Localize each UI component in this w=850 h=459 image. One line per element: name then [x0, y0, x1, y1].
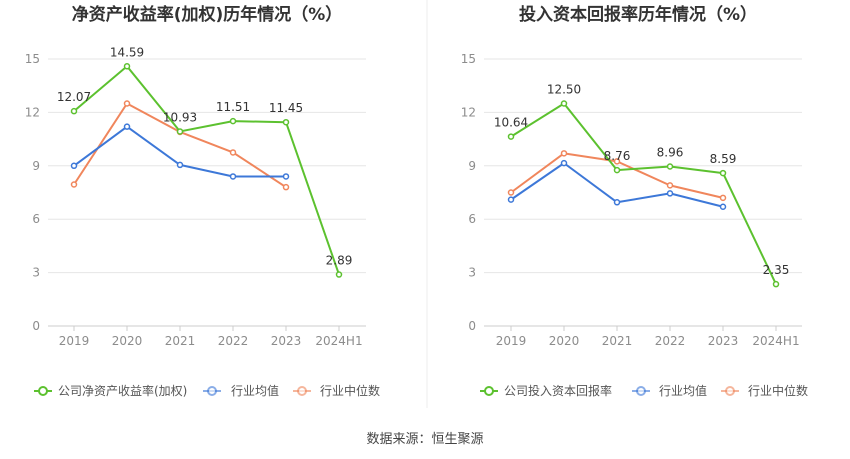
y-tick-label: 15: [25, 52, 40, 66]
company-data-point: [70, 107, 78, 115]
company-data-label: 12.50: [547, 83, 581, 97]
median-legend-label: 行业中位数: [320, 383, 380, 398]
average-legend-marker: [207, 386, 217, 396]
company-data-label: 14.59: [110, 45, 144, 59]
x-tick-label: 2024H1: [315, 334, 362, 348]
y-tick-label: 15: [461, 52, 476, 66]
median-data-point: [282, 183, 290, 191]
company-data-point: [229, 117, 237, 125]
company-data-label: 2.35: [763, 263, 790, 277]
average-data-point: [229, 173, 237, 180]
median-data-point: [560, 150, 568, 157]
x-tick-label: 2022: [218, 334, 249, 348]
company-data-label: 2.89: [326, 254, 353, 268]
company-data-point: [719, 169, 727, 177]
average-data-point: [719, 203, 727, 210]
company-data-label: 8.76: [604, 149, 631, 163]
company-data-point: [560, 100, 568, 107]
x-tick-label: 2019: [496, 334, 527, 348]
x-tick-label: 2024H1: [752, 334, 799, 348]
average-data-point: [282, 173, 290, 180]
company-legend-label: 公司净资产收益率(加权): [58, 383, 187, 398]
company-series-line: [73, 65, 340, 275]
x-tick-label: 2023: [271, 334, 302, 348]
company-data-label: 8.96: [657, 146, 684, 160]
average-data-point: [70, 162, 78, 170]
y-tick-label: 6: [32, 212, 40, 226]
average-legend-label: 行业均值: [231, 383, 279, 398]
average-legend-marker: [636, 386, 646, 396]
median-data-point: [507, 189, 515, 196]
median-legend-marker: [297, 386, 307, 396]
company-data-label: 8.59: [710, 152, 737, 166]
median-data-point: [613, 158, 621, 165]
company-legend-label: 公司投入资本回报率: [504, 383, 612, 398]
company-data-point: [507, 133, 515, 140]
average-data-point: [560, 159, 568, 167]
y-tick-label: 0: [468, 319, 476, 333]
chart-title: 净资产收益率(加权)历年情况（%）: [72, 4, 343, 25]
company-data-label: 11.45: [269, 101, 303, 115]
company-data-point: [666, 163, 674, 170]
company-data-label: 12.07: [57, 90, 91, 104]
roic-chart-panel: 投入资本回报率历年情况（%） 0 3 6 9 12 15 2019 2020 2021 2022 20…: [461, 4, 808, 398]
company-data-point: [176, 128, 184, 135]
average-data-point: [666, 190, 674, 197]
median-data-point: [123, 100, 131, 107]
company-data-point: [613, 166, 621, 174]
company-data-point: [772, 280, 780, 288]
median-legend-label: 行业中位数: [748, 383, 808, 398]
y-tick-label: 12: [25, 105, 40, 119]
y-tick-label: 3: [32, 266, 40, 280]
average-data-point: [123, 123, 131, 130]
y-tick-label: 9: [468, 159, 476, 173]
x-tick-label: 2023: [708, 334, 739, 348]
median-data-point: [70, 181, 78, 188]
x-tick-label: 2021: [165, 334, 196, 348]
y-tick-label: 3: [468, 266, 476, 280]
y-tick-label: 6: [468, 212, 476, 226]
company-series-line: [510, 102, 777, 285]
company-data-point: [123, 63, 131, 70]
roe-chart-panel: 净资产收益率(加权)历年情况（%） 0 3 6 9 12 15 2019 2020 2021 202…: [25, 4, 380, 398]
data-source-label: 数据来源：恒生聚源: [366, 432, 483, 447]
company-data-point: [282, 118, 290, 126]
x-tick-label: 2020: [549, 334, 580, 348]
y-tick-label: 12: [461, 105, 476, 119]
average-data-point: [507, 196, 515, 203]
y-tick-label: 0: [32, 319, 40, 333]
y-tick-label: 9: [32, 159, 40, 173]
company-data-label: 10.93: [163, 110, 197, 124]
average-legend-label: 行业均值: [659, 383, 707, 398]
average-data-point: [176, 161, 184, 169]
company-data-point: [335, 271, 343, 278]
median-data-point: [666, 182, 674, 189]
company-data-label: 10.64: [494, 116, 528, 130]
x-tick-label: 2019: [59, 334, 90, 348]
average-data-point: [613, 199, 621, 206]
x-tick-label: 2021: [602, 334, 633, 348]
x-tick-label: 2020: [112, 334, 143, 348]
median-data-point: [719, 194, 727, 202]
median-data-point: [229, 149, 237, 156]
company-legend-marker: [484, 386, 494, 396]
median-legend-marker: [725, 386, 735, 396]
company-legend-marker: [38, 386, 48, 396]
chart-title: 投入资本回报率历年情况（%）: [519, 4, 757, 25]
company-data-label: 11.51: [216, 100, 250, 114]
x-tick-label: 2022: [655, 334, 686, 348]
